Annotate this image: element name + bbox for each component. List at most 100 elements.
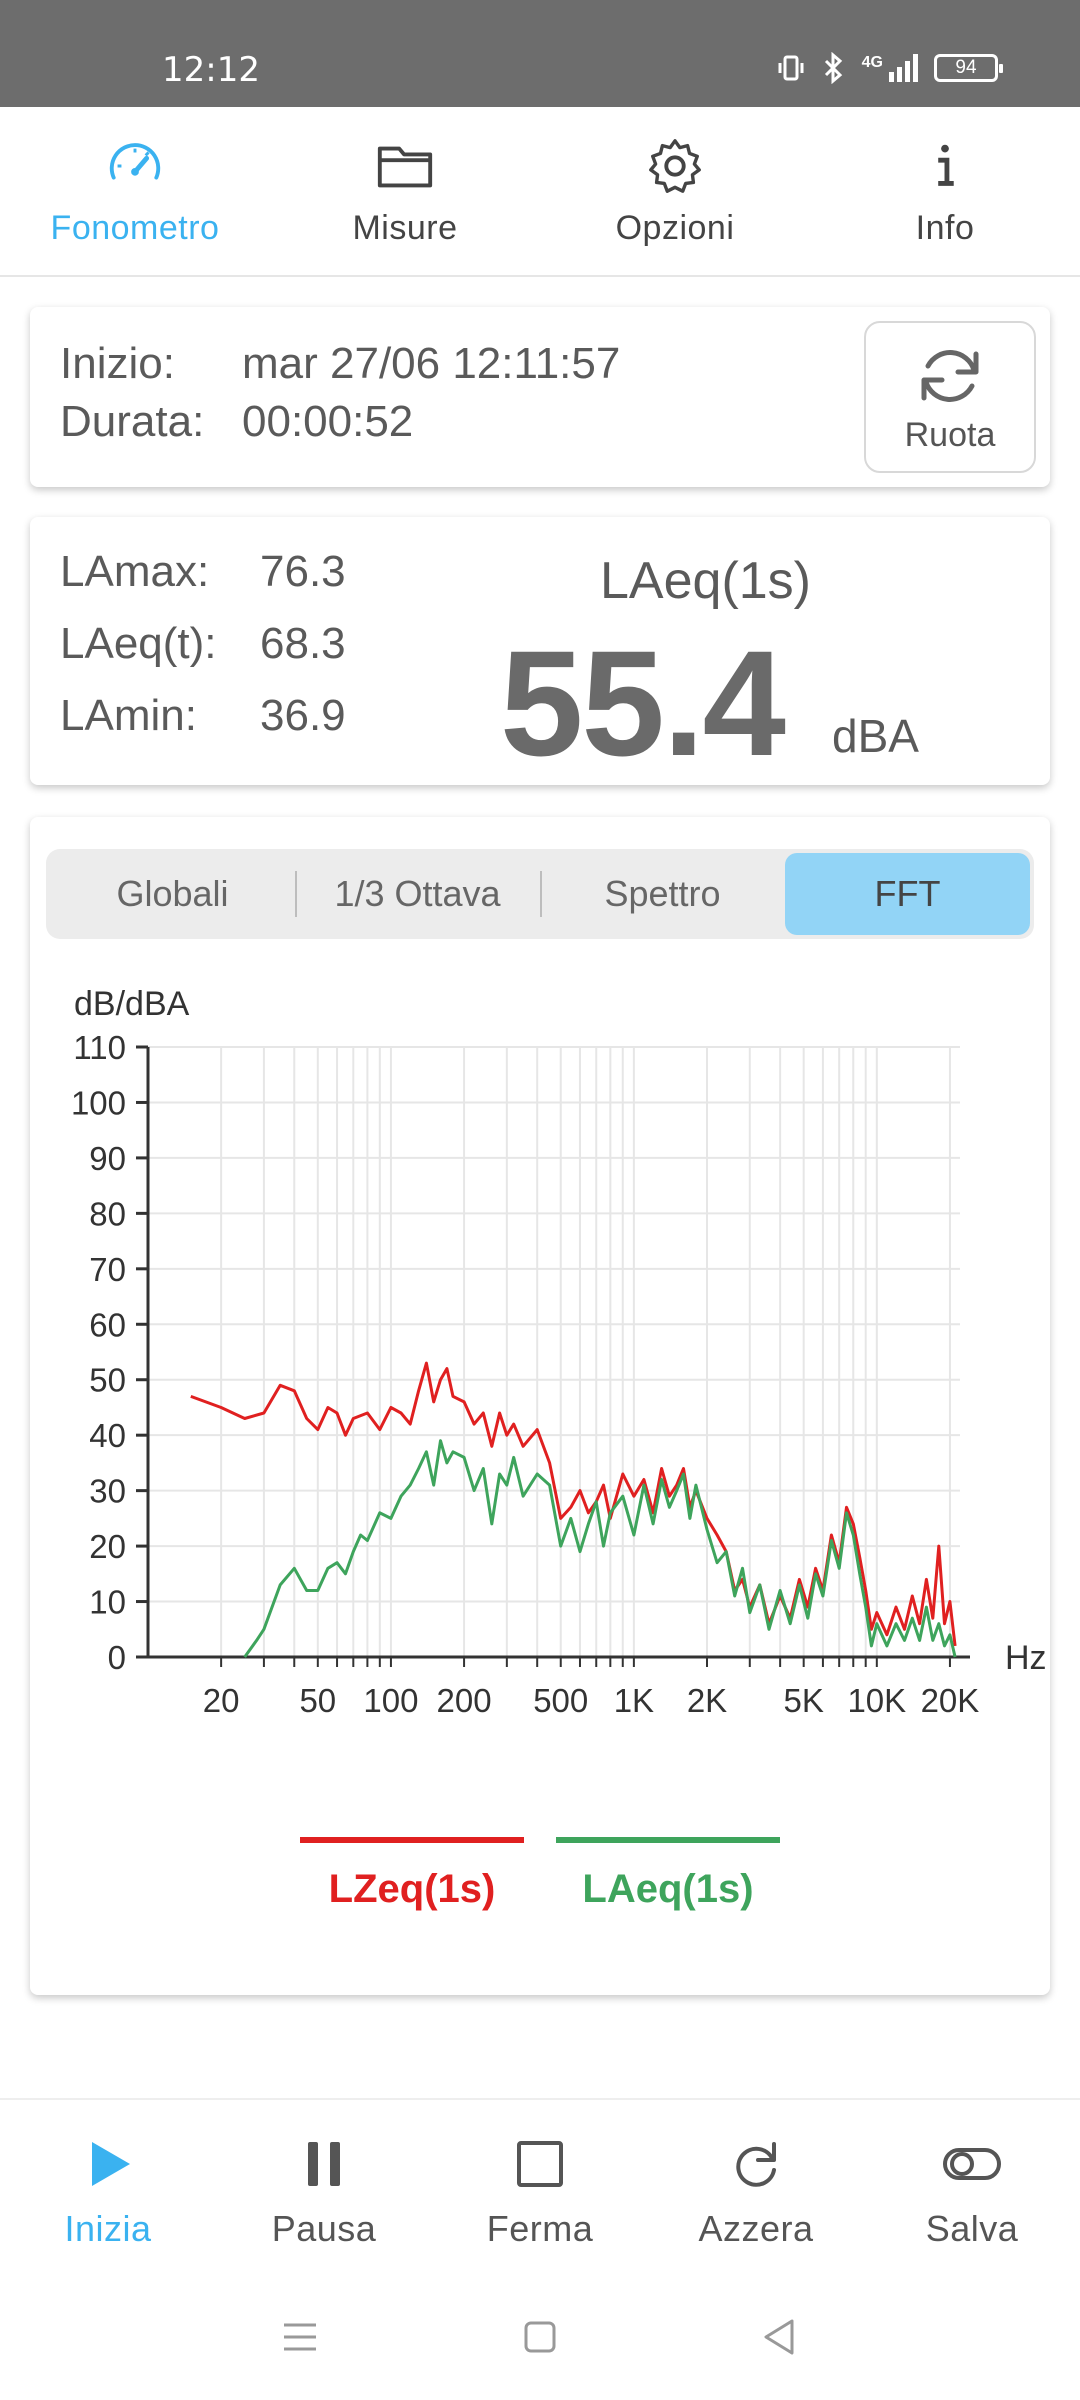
- start-row: Inizio: mar 27/06 12:11:57: [60, 339, 620, 389]
- menu-icon[interactable]: [276, 2313, 324, 2361]
- x-tick-label: 2K: [687, 1682, 727, 1719]
- x-tick-label: 10K: [847, 1682, 906, 1719]
- duration-label: Durata:: [60, 397, 205, 446]
- lamin-label: LAmin:: [60, 691, 197, 740]
- series-line-1: [243, 1439, 957, 1658]
- lamin-row: LAmin: 36.9: [60, 691, 346, 741]
- reset-button[interactable]: Azzera: [648, 2100, 864, 2274]
- y-tick-label: 110: [73, 1029, 126, 1066]
- legend-item-laeq: LAeq(1s): [556, 1837, 780, 1912]
- stop-label: Ferma: [486, 2208, 594, 2249]
- status-icons: 4G 94: [776, 52, 1003, 84]
- system-navigation-bar: [0, 2274, 1080, 2400]
- legend-label: LZeq(1s): [328, 1867, 496, 1911]
- y-tick-label: 60: [89, 1306, 126, 1343]
- rotate-button[interactable]: Ruota: [864, 321, 1036, 473]
- y-tick-label: 50: [89, 1362, 126, 1399]
- y-axis-label: dB/dBA: [74, 985, 190, 1023]
- lamax-row: LAmax: 76.3: [60, 547, 346, 597]
- legend-label: LAeq(1s): [582, 1867, 754, 1911]
- save-label: Salva: [925, 2208, 1019, 2249]
- tab-label: Misure: [352, 209, 458, 247]
- x-tick-label: 50: [299, 1682, 336, 1719]
- x-tick-label: 5K: [783, 1682, 823, 1719]
- reset-label: Azzera: [698, 2208, 814, 2249]
- y-tick-label: 70: [89, 1251, 126, 1288]
- save-button[interactable]: Salva: [864, 2100, 1080, 2274]
- y-tick-label: 40: [89, 1417, 126, 1454]
- tab-misure[interactable]: Misure: [270, 107, 540, 275]
- current-level-label: LAeq(1s): [600, 552, 811, 610]
- gear-icon: [649, 139, 701, 193]
- view-selector: Globali 1/3 Ottava Spettro FFT: [46, 849, 1034, 939]
- current-level-value: 55.4: [500, 619, 786, 787]
- view-tab-globali[interactable]: Globali: [116, 873, 229, 914]
- network-type: 4G: [861, 54, 883, 71]
- lamax-label: LAmax:: [60, 547, 210, 596]
- y-tick-label: 10: [89, 1584, 126, 1621]
- y-tick-label: 0: [108, 1639, 126, 1676]
- lamax-value: 76.3: [260, 547, 346, 596]
- laeq-t-label: LAeq(t):: [60, 619, 217, 668]
- stop-button[interactable]: Ferma: [432, 2100, 648, 2274]
- duration-row: Durata: 00:00:52: [60, 397, 413, 447]
- stop-icon: [517, 2141, 563, 2187]
- tab-label: Opzioni: [615, 209, 735, 247]
- current-level-unit: dBA: [832, 710, 919, 762]
- speedometer-icon: [109, 143, 161, 180]
- bluetooth-icon: [824, 52, 842, 84]
- x-tick-label: 500: [533, 1682, 588, 1719]
- status-time: 12:12: [162, 50, 260, 90]
- chart-card: Globali 1/3 Ottava Spettro FFT 0 10 20 30 40…: [30, 817, 1050, 1995]
- vibrate-icon: [778, 55, 804, 81]
- legend-swatch: [556, 1837, 780, 1843]
- battery-level: 94: [955, 57, 977, 78]
- back-icon[interactable]: [756, 2313, 804, 2361]
- tab-info[interactable]: Info: [810, 107, 1080, 275]
- laeq-t-row: LAeq(t): 68.3: [60, 619, 346, 669]
- pause-icon: [308, 2142, 340, 2186]
- pause-button[interactable]: Pausa: [216, 2100, 432, 2274]
- y-tick-label: 80: [89, 1195, 126, 1232]
- x-tick-label: 1K: [614, 1682, 654, 1719]
- view-tab-terzi-ottava[interactable]: 1/3 Ottava: [295, 853, 540, 935]
- lamin-value: 36.9: [260, 691, 346, 740]
- pause-label: Pausa: [271, 2208, 377, 2249]
- folder-icon: [377, 146, 433, 188]
- y-tick-label: 20: [89, 1528, 126, 1565]
- tab-fonometro[interactable]: Fonometro: [0, 107, 270, 275]
- tab-label: Info: [915, 209, 975, 247]
- tab-label: Fonometro: [50, 209, 220, 247]
- bottom-toolbar: Inizia Pausa Ferma Azzera Salva: [0, 2098, 1080, 2274]
- x-tick-label: 20: [203, 1682, 240, 1719]
- battery-icon: 94: [934, 54, 1003, 82]
- x-tick-label: 20K: [921, 1682, 980, 1719]
- start-button[interactable]: Inizia: [0, 2100, 216, 2274]
- view-tab-fft[interactable]: FFT: [785, 853, 1030, 935]
- home-icon[interactable]: [516, 2313, 564, 2361]
- start-label: Inizio:: [60, 339, 175, 388]
- fft-chart: 0 10 20 30 40 50 60 70 80 90 100 110 20 50 100 200 500 1K…: [71, 985, 1047, 1719]
- signal-icon: [889, 54, 918, 82]
- session-card: Inizio: mar 27/06 12:11:57 Durata: 00:00:5…: [30, 307, 1050, 487]
- legend-swatch: [300, 1837, 524, 1843]
- toggle-icon: [943, 2148, 1001, 2180]
- x-tick-label: 200: [437, 1682, 492, 1719]
- y-tick-label: 90: [89, 1140, 126, 1177]
- start-label: Inizia: [64, 2208, 152, 2249]
- refresh-icon: [921, 349, 979, 402]
- top-navigation: Fonometro Misure Opzioni Info: [0, 107, 1080, 277]
- laeq-t-value: 68.3: [260, 619, 346, 668]
- status-bar: 12:12 4G 94: [0, 0, 1080, 107]
- x-axis-label: Hz: [1005, 1639, 1047, 1677]
- series-line-0: [190, 1361, 957, 1647]
- rotate-label: Ruota: [904, 415, 996, 454]
- y-tick-label: 30: [89, 1473, 126, 1510]
- tab-opzioni[interactable]: Opzioni: [540, 107, 810, 275]
- view-tab-spettro[interactable]: Spettro: [540, 853, 785, 935]
- play-icon: [92, 2142, 130, 2186]
- duration-value: 00:00:52: [242, 397, 414, 446]
- chart-grid: [148, 1046, 960, 1658]
- legend-item-lzeq: LZeq(1s): [300, 1837, 524, 1912]
- levels-card: LAmax: 76.3 LAeq(t): 68.3 LAmin: 36.9 LAeq(…: [30, 517, 1050, 787]
